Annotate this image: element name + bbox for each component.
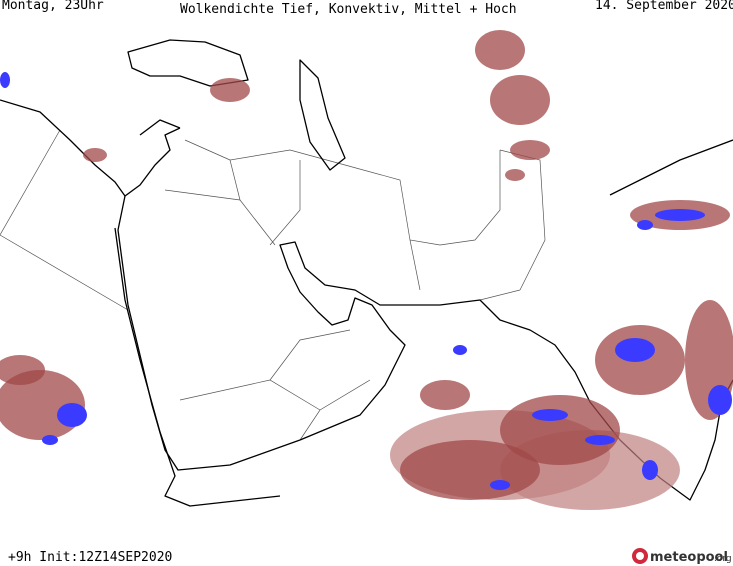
init-time: +9h Init:12Z14SEP2020 xyxy=(8,550,172,565)
date: 14. September 2020 xyxy=(595,0,733,13)
logo-icon-inner xyxy=(636,552,644,560)
map-title: Wolkendichte Tief, Konvektiv, Mittel + H… xyxy=(180,2,517,17)
borders xyxy=(0,129,546,441)
logo-suffix: .org xyxy=(714,554,732,564)
valid-time: Montag, 23Uhr xyxy=(2,0,104,13)
clouds xyxy=(0,30,733,510)
logo-text: meteopool xyxy=(650,550,728,565)
logo: meteopool .org xyxy=(632,548,732,565)
